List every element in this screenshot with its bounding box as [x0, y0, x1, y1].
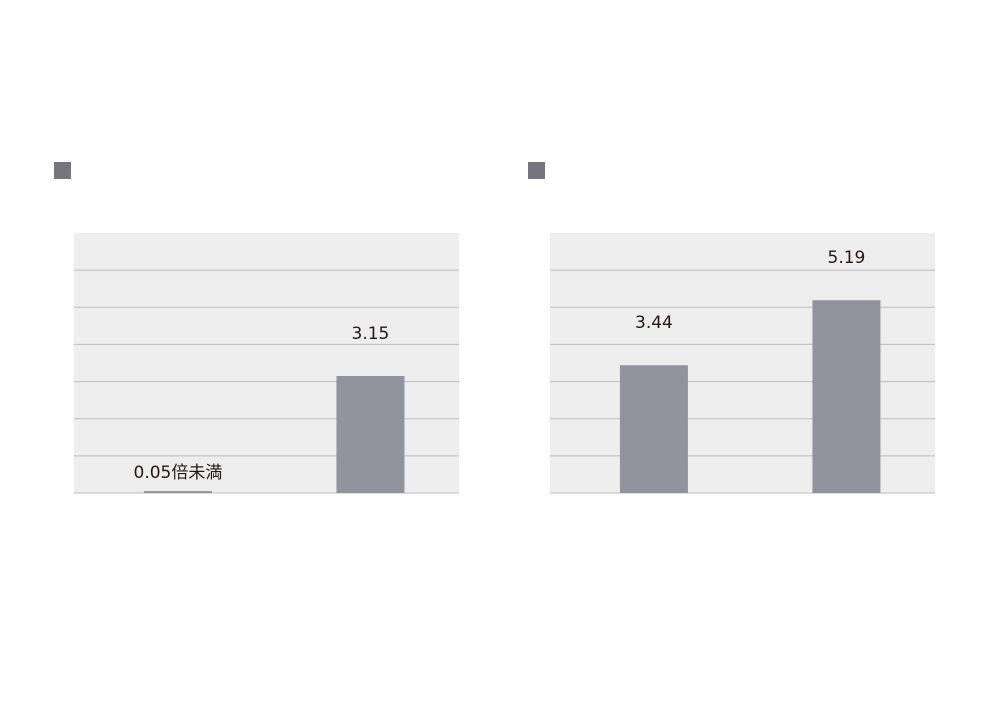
value-label: 3.44: [635, 313, 673, 333]
bar: [619, 365, 688, 493]
value-label: 5.19: [828, 248, 866, 268]
value-label: 0.05倍未満: [134, 463, 223, 483]
bar: [336, 376, 405, 493]
legend-swatch: [528, 162, 545, 179]
bar: [143, 491, 212, 493]
legend-swatch: [54, 162, 71, 179]
bar: [812, 300, 881, 493]
value-label: 3.15: [352, 324, 390, 344]
